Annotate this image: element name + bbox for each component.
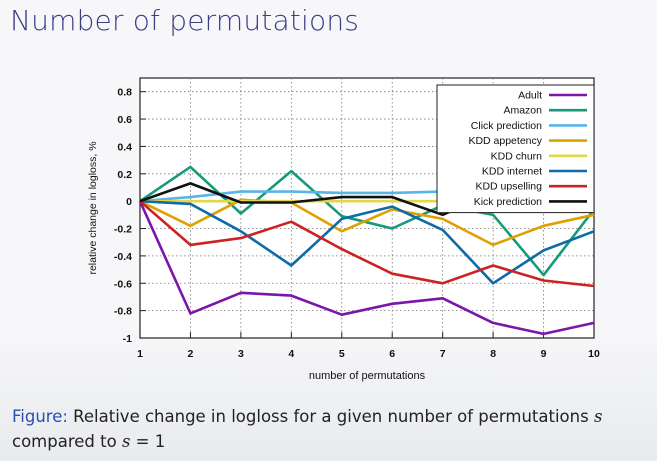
y-tick-label: 0.2 bbox=[117, 169, 132, 181]
series-line-adult bbox=[138, 200, 595, 336]
x-tick-label: 4 bbox=[288, 348, 294, 360]
x-tick-label: 6 bbox=[389, 348, 395, 360]
caption-var-2: s bbox=[121, 432, 131, 451]
x-tick-label: 1 bbox=[137, 348, 143, 360]
x-tick-label: 9 bbox=[541, 348, 547, 360]
y-tick-label: -0.8 bbox=[114, 306, 132, 318]
y-tick-label: 0.4 bbox=[117, 141, 132, 153]
legend-label: KDD internet bbox=[482, 166, 542, 178]
y-tick-label: -0.6 bbox=[114, 278, 132, 290]
y-tick-label: 0.8 bbox=[117, 87, 132, 99]
y-tick-label: -0.2 bbox=[114, 224, 132, 236]
x-tick-label: 2 bbox=[188, 348, 194, 360]
caption-text-3: = 1 bbox=[130, 432, 166, 451]
caption-text-1: Relative change in logloss for a given n… bbox=[67, 407, 594, 426]
series-line-amazon bbox=[139, 165, 596, 277]
x-axis-ticks: 1 2 3 4 5 6 7 8 9 10 bbox=[137, 332, 600, 360]
legend-box bbox=[436, 84, 595, 214]
x-axis-label: number of permutations bbox=[309, 370, 426, 382]
legend-label: Click prediction bbox=[471, 120, 542, 132]
caption-text-2: compared to bbox=[12, 432, 122, 451]
x-tick-label: 5 bbox=[339, 348, 345, 360]
x-tick-label: 10 bbox=[588, 348, 600, 360]
slide-title: Number of permutations bbox=[10, 4, 360, 37]
legend-label: KDD churn bbox=[491, 150, 543, 162]
y-tick-label: 0.6 bbox=[117, 114, 132, 126]
logloss-line-chart: -1 -0.8 -0.6 -0.4 -0.2 0 0.2 0.4 0.6 0.8 1 2 3 4 5 6 7 8… bbox=[87, 77, 600, 382]
caption-var-1: s bbox=[593, 407, 603, 426]
legend-label: KDD appetency bbox=[468, 135, 542, 147]
legend-label: Adult bbox=[518, 90, 542, 102]
legend-label: Amazon bbox=[503, 105, 542, 117]
legend-label: KDD upselling bbox=[475, 181, 542, 193]
x-tick-label: 7 bbox=[440, 348, 446, 360]
series-line-kdd-internet bbox=[139, 199, 595, 285]
x-tick-label: 3 bbox=[238, 348, 244, 360]
y-tick-label: -0.4 bbox=[114, 251, 132, 263]
series-line-kdd-upselling bbox=[139, 200, 595, 288]
x-tick-label: 8 bbox=[490, 348, 496, 360]
y-tick-label: -1 bbox=[123, 333, 132, 345]
figure-label: Figure: bbox=[12, 407, 68, 426]
series-line-kdd-appetency bbox=[139, 198, 595, 247]
y-tick-label: 0 bbox=[126, 196, 132, 208]
legend-label: Kick prediction bbox=[474, 196, 542, 208]
y-axis-label: relative change in logloss, % bbox=[87, 141, 99, 274]
legend: Adult Amazon Click prediction KDD appetency… bbox=[436, 84, 595, 214]
figure-caption: Figure: Relative change in logloss for a… bbox=[12, 404, 652, 454]
